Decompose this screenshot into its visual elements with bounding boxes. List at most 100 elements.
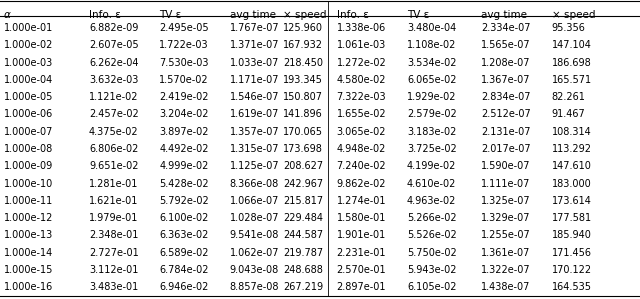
Text: 2.570e-01: 2.570e-01: [337, 265, 387, 275]
Text: 7.322e-03: 7.322e-03: [337, 92, 387, 102]
Text: 1.357e-07: 1.357e-07: [230, 127, 280, 137]
Text: 242.967: 242.967: [283, 179, 323, 189]
Text: 3.112e-01: 3.112e-01: [89, 265, 138, 275]
Text: 6.589e-02: 6.589e-02: [159, 248, 209, 258]
Text: 4.492e-02: 4.492e-02: [159, 144, 209, 154]
Text: × speed: × speed: [283, 10, 326, 20]
Text: 95.356: 95.356: [552, 23, 586, 33]
Text: 5.792e-02: 5.792e-02: [159, 196, 209, 206]
Text: 6.806e-02: 6.806e-02: [89, 144, 138, 154]
Text: 4.610e-02: 4.610e-02: [407, 179, 456, 189]
Text: 1.000e-10: 1.000e-10: [4, 179, 53, 189]
Text: 2.017e-07: 2.017e-07: [481, 144, 531, 154]
Text: 2.579e-02: 2.579e-02: [407, 109, 457, 119]
Text: 125.960: 125.960: [283, 23, 323, 33]
Text: 170.065: 170.065: [283, 127, 323, 137]
Text: 3.065e-02: 3.065e-02: [337, 127, 386, 137]
Text: 1.272e-02: 1.272e-02: [337, 58, 387, 68]
Text: 2.607e-05: 2.607e-05: [89, 40, 139, 50]
Text: 193.345: 193.345: [283, 75, 323, 85]
Text: 219.787: 219.787: [283, 248, 323, 258]
Text: 2.897e-01: 2.897e-01: [337, 282, 386, 292]
Text: 9.541e-08: 9.541e-08: [230, 231, 279, 240]
Text: 171.456: 171.456: [552, 248, 591, 258]
Text: 5.750e-02: 5.750e-02: [407, 248, 457, 258]
Text: 3.183e-02: 3.183e-02: [407, 127, 456, 137]
Text: 113.292: 113.292: [552, 144, 591, 154]
Text: 1.171e-07: 1.171e-07: [230, 75, 279, 85]
Text: 1.901e-01: 1.901e-01: [337, 231, 386, 240]
Text: 1.000e-07: 1.000e-07: [4, 127, 53, 137]
Text: 6.105e-02: 6.105e-02: [407, 282, 456, 292]
Text: 1.338e-06: 1.338e-06: [337, 23, 386, 33]
Text: 3.483e-01: 3.483e-01: [89, 282, 138, 292]
Text: avg time: avg time: [230, 10, 276, 20]
Text: 1.979e-01: 1.979e-01: [89, 213, 138, 223]
Text: 6.262e-04: 6.262e-04: [89, 58, 138, 68]
Text: Info. ε: Info. ε: [337, 10, 369, 20]
Text: 1.590e-07: 1.590e-07: [481, 161, 531, 171]
Text: 2.512e-07: 2.512e-07: [481, 109, 531, 119]
Text: 1.361e-07: 1.361e-07: [481, 248, 531, 258]
Text: 1.329e-07: 1.329e-07: [481, 213, 531, 223]
Text: 1.000e-12: 1.000e-12: [4, 213, 53, 223]
Text: 170.122: 170.122: [552, 265, 592, 275]
Text: 1.000e-13: 1.000e-13: [4, 231, 53, 240]
Text: 1.062e-07: 1.062e-07: [230, 248, 279, 258]
Text: 4.580e-02: 4.580e-02: [337, 75, 386, 85]
Text: 1.722e-03: 1.722e-03: [159, 40, 209, 50]
Text: 1.565e-07: 1.565e-07: [481, 40, 531, 50]
Text: 1.255e-07: 1.255e-07: [481, 231, 531, 240]
Text: 4.963e-02: 4.963e-02: [407, 196, 456, 206]
Text: α: α: [4, 10, 11, 20]
Text: 208.627: 208.627: [283, 161, 323, 171]
Text: 244.587: 244.587: [283, 231, 323, 240]
Text: 3.897e-02: 3.897e-02: [159, 127, 209, 137]
Text: 1.208e-07: 1.208e-07: [481, 58, 531, 68]
Text: × speed: × speed: [552, 10, 595, 20]
Text: 167.932: 167.932: [283, 40, 323, 50]
Text: 2.348e-01: 2.348e-01: [89, 231, 138, 240]
Text: 150.807: 150.807: [283, 92, 323, 102]
Text: 6.784e-02: 6.784e-02: [159, 265, 209, 275]
Text: 2.419e-02: 2.419e-02: [159, 92, 209, 102]
Text: 1.655e-02: 1.655e-02: [337, 109, 387, 119]
Text: 1.121e-02: 1.121e-02: [89, 92, 138, 102]
Text: 5.943e-02: 5.943e-02: [407, 265, 456, 275]
Text: 5.266e-02: 5.266e-02: [407, 213, 457, 223]
Text: 1.546e-07: 1.546e-07: [230, 92, 279, 102]
Text: 1.000e-05: 1.000e-05: [4, 92, 53, 102]
Text: 164.535: 164.535: [552, 282, 591, 292]
Text: 8.366e-08: 8.366e-08: [230, 179, 279, 189]
Text: 177.581: 177.581: [552, 213, 592, 223]
Text: 6.363e-02: 6.363e-02: [159, 231, 209, 240]
Text: 1.322e-07: 1.322e-07: [481, 265, 531, 275]
Text: 248.688: 248.688: [283, 265, 323, 275]
Text: 2.334e-07: 2.334e-07: [481, 23, 531, 33]
Text: 1.367e-07: 1.367e-07: [481, 75, 531, 85]
Text: 4.999e-02: 4.999e-02: [159, 161, 209, 171]
Text: 1.000e-16: 1.000e-16: [4, 282, 53, 292]
Text: TV ε: TV ε: [407, 10, 429, 20]
Text: 186.698: 186.698: [552, 58, 591, 68]
Text: 2.231e-01: 2.231e-01: [337, 248, 386, 258]
Text: 1.061e-03: 1.061e-03: [337, 40, 386, 50]
Text: 6.065e-02: 6.065e-02: [407, 75, 456, 85]
Text: 1.000e-02: 1.000e-02: [4, 40, 53, 50]
Text: 1.000e-04: 1.000e-04: [4, 75, 53, 85]
Text: 3.204e-02: 3.204e-02: [159, 109, 209, 119]
Text: 82.261: 82.261: [552, 92, 586, 102]
Text: 147.610: 147.610: [552, 161, 591, 171]
Text: 1.621e-01: 1.621e-01: [89, 196, 138, 206]
Text: 1.000e-15: 1.000e-15: [4, 265, 53, 275]
Text: 3.632e-03: 3.632e-03: [89, 75, 138, 85]
Text: 91.467: 91.467: [552, 109, 586, 119]
Text: 1.066e-07: 1.066e-07: [230, 196, 279, 206]
Text: 1.929e-02: 1.929e-02: [407, 92, 456, 102]
Text: 1.000e-06: 1.000e-06: [4, 109, 53, 119]
Text: 6.946e-02: 6.946e-02: [159, 282, 209, 292]
Text: 1.619e-07: 1.619e-07: [230, 109, 279, 119]
Text: 2.131e-07: 2.131e-07: [481, 127, 531, 137]
Text: 5.428e-02: 5.428e-02: [159, 179, 209, 189]
Text: 147.104: 147.104: [552, 40, 591, 50]
